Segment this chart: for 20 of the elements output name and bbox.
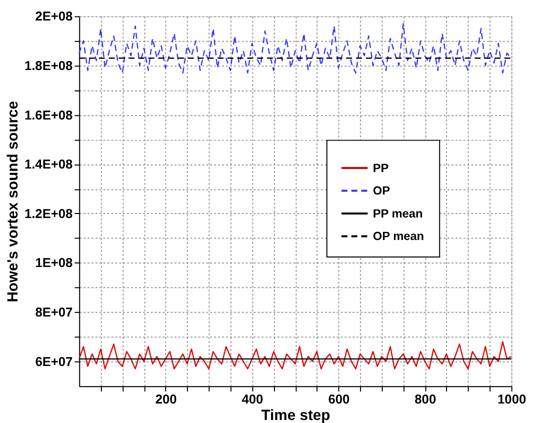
- x-tick-label: 600: [328, 391, 350, 406]
- y-tick-label: 1.6E+08: [24, 107, 73, 122]
- y-tick-label: 8E+07: [35, 304, 73, 320]
- legend-label: OP mean: [372, 229, 424, 244]
- legend-label: PP mean: [372, 206, 423, 220]
- y-tick-label: 1.2E+08: [24, 206, 73, 221]
- x-tick-label: 800: [414, 391, 436, 406]
- x-tick-label: 200: [155, 391, 177, 406]
- x-tick-label: 400: [242, 391, 264, 406]
- y-axis-title: Howe's vortex sound source: [6, 100, 22, 302]
- y-tick-label: 1.8E+08: [24, 58, 73, 73]
- x-axis-title: Time step: [261, 408, 330, 423]
- y-tick-label: 2E+08: [35, 8, 73, 24]
- y-tick-label: 1E+08: [35, 255, 73, 270]
- y-tick-label: 6E+07: [35, 354, 73, 369]
- legend-label: PP: [372, 160, 389, 175]
- line-series: [78, 22, 512, 74]
- legend-label: OP: [372, 184, 390, 198]
- x-tick-label: 1000: [498, 391, 526, 406]
- y-tick-label: 1.4E+08: [24, 156, 73, 172]
